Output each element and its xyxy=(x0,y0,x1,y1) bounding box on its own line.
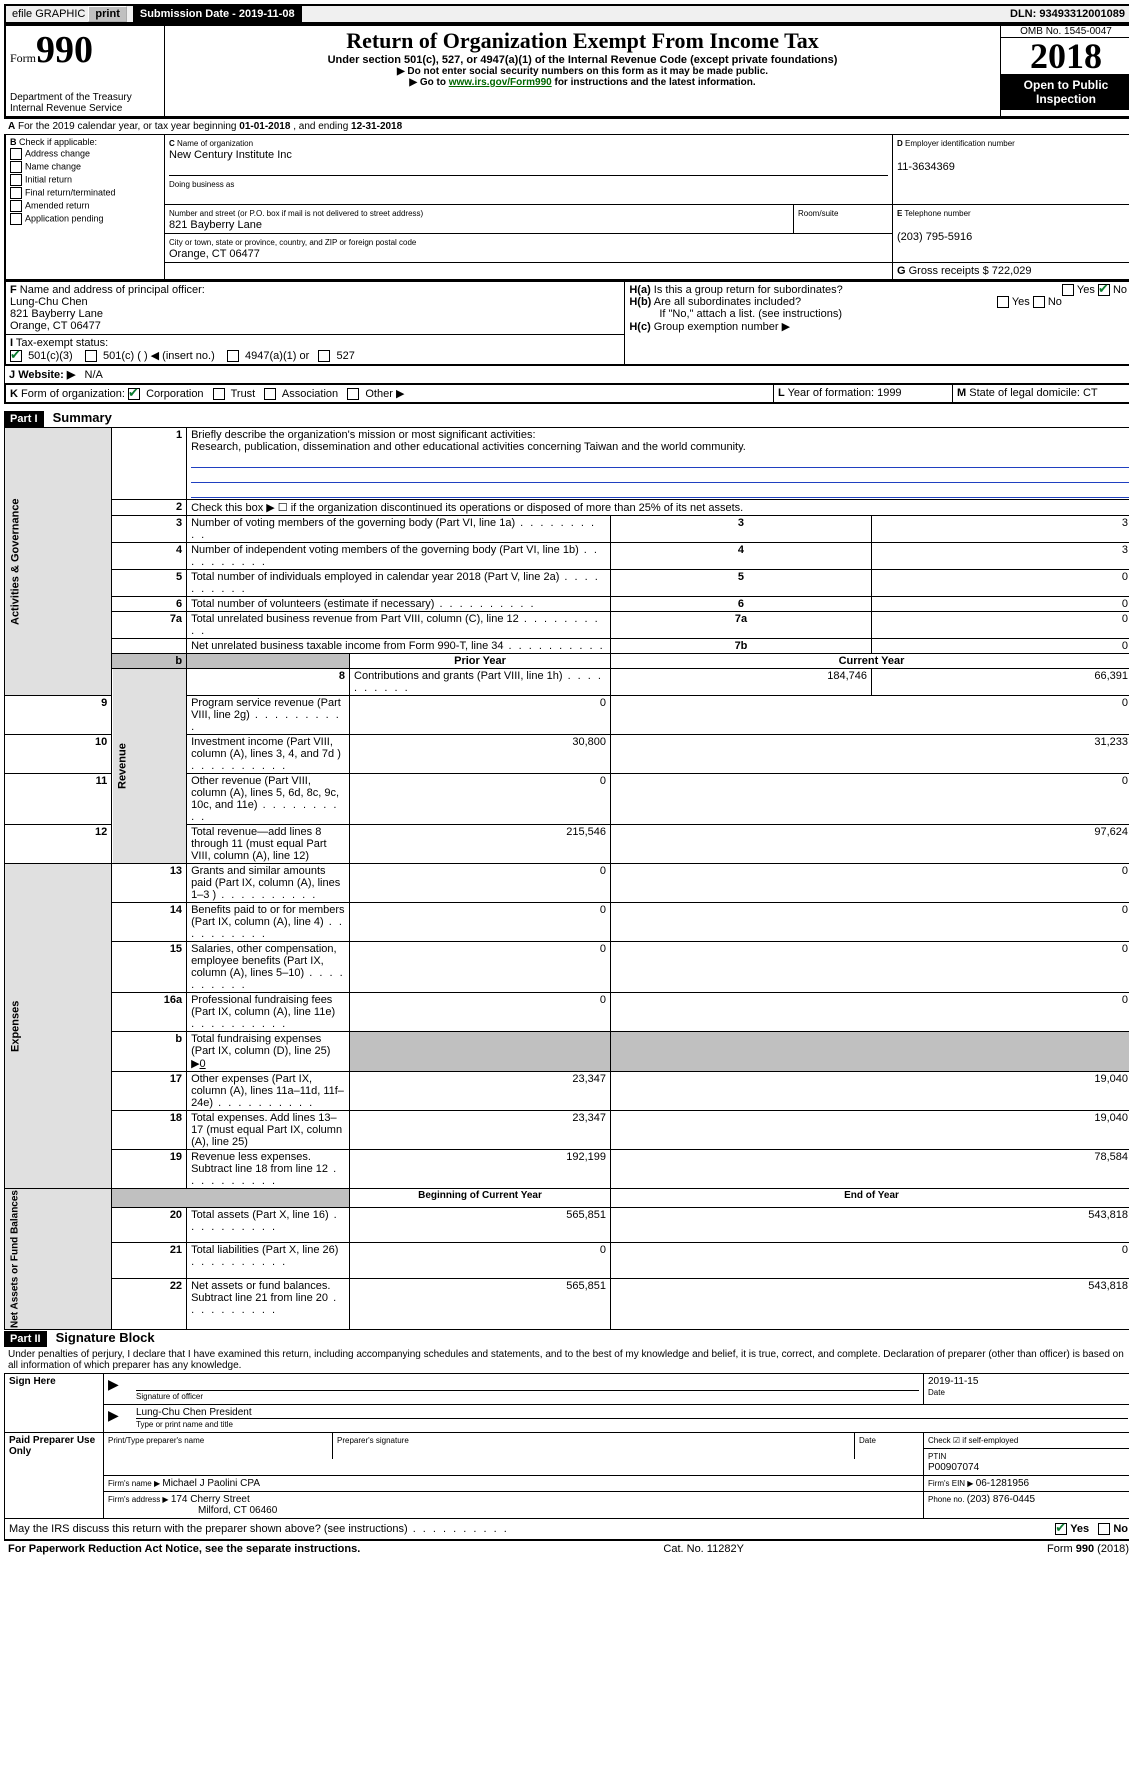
block-c-city: City or town, state or province, country… xyxy=(165,234,892,263)
chk-name-change[interactable]: Name change xyxy=(10,161,160,173)
block-d-ein: D Employer identification number 11-3634… xyxy=(893,135,1129,205)
line-2: Check this box ▶ ☐ if the organization d… xyxy=(187,500,1129,516)
part-ii-tag: Part II xyxy=(4,1331,47,1347)
prep-date: Date xyxy=(855,1433,924,1459)
section-governance: Activities & Governance xyxy=(5,428,112,696)
form-subtitle: Under section 501(c), 527, or 4947(a)(1)… xyxy=(169,54,996,66)
block-c-room: Room/suite xyxy=(794,205,893,234)
line-16b: Total fundraising expenses (Part IX, col… xyxy=(187,1032,350,1072)
part-i-table: Activities & Governance 1 Briefly descri… xyxy=(4,427,1129,1330)
paid-preparer-label: Paid Preparer Use Only xyxy=(5,1433,104,1519)
block-k-form-org: K Form of organization: Corporation Trus… xyxy=(5,385,774,404)
chk-corporation[interactable] xyxy=(128,388,140,400)
block-e-phone: E Telephone number (203) 795-5916 xyxy=(893,205,1129,263)
form-title: Return of Organization Exempt From Incom… xyxy=(169,28,996,54)
val-4: 3 xyxy=(871,543,1129,570)
val-7a: 0 xyxy=(871,612,1129,639)
part-i-tag: Part I xyxy=(4,411,44,427)
prep-sig: Preparer's signature xyxy=(333,1433,855,1459)
part-i-title: Summary xyxy=(53,410,112,425)
chk-discuss-no[interactable] xyxy=(1098,1523,1110,1535)
val-6: 0 xyxy=(871,597,1129,612)
section-net-assets: Net Assets or Fund Balances xyxy=(5,1189,112,1330)
val-7b: 0 xyxy=(871,639,1129,654)
val-5: 0 xyxy=(871,570,1129,597)
chk-app-pending[interactable]: Application pending xyxy=(10,213,160,225)
dln: DLN: 93493312001089 xyxy=(1004,6,1129,22)
instr-ssn: ▶ Do not enter social security numbers o… xyxy=(169,66,996,77)
col-prior-year: Prior Year xyxy=(350,654,611,669)
prep-name: Print/Type preparer's name xyxy=(104,1433,333,1459)
tax-year: 2018 xyxy=(1001,38,1129,74)
submission-date: Submission Date - 2019-11-08 xyxy=(134,6,302,22)
block-i-tax-status: I Tax-exempt status: 501(c)(3) 501(c) ( … xyxy=(5,335,625,366)
block-l-year: L Year of formation: 1999 xyxy=(774,385,953,404)
sign-here-label: Sign Here xyxy=(5,1374,104,1433)
firm-name: Firm's name ▶ Michael J Paolini CPA xyxy=(104,1476,924,1492)
efile-label: efile GRAPHIC print xyxy=(6,6,134,22)
firm-ein: Firm's EIN ▶ 06-1281956 xyxy=(924,1476,1129,1492)
block-f-officer: F Name and address of principal officer:… xyxy=(5,282,625,335)
top-toolbar: efile GRAPHIC print Submission Date - 20… xyxy=(4,4,1129,24)
block-h: H(a) Is this a group return for subordin… xyxy=(625,282,1129,366)
irs-link[interactable]: www.irs.gov/Form990 xyxy=(449,77,552,88)
officer-name: Lung-Chu Chen President xyxy=(136,1407,252,1418)
perjury-text: Under penalties of perjury, I declare th… xyxy=(4,1347,1129,1373)
ptin-value: P00907074 xyxy=(928,1462,979,1473)
instr-goto: ▶ Go to www.irs.gov/Form990 for instruct… xyxy=(169,77,996,88)
footer: For Paperwork Reduction Act Notice, see … xyxy=(4,1540,1129,1557)
part-ii-title: Signature Block xyxy=(56,1330,155,1345)
firm-address: Firm's address ▶ 174 Cherry Street Milfo… xyxy=(104,1492,924,1519)
form-header: Form990 Department of the Treasury Inter… xyxy=(4,24,1129,118)
section-revenue: Revenue xyxy=(112,669,187,864)
chk-final-return[interactable]: Final return/terminated xyxy=(10,187,160,199)
block-c-street: Number and street (or P.O. box if mail i… xyxy=(165,205,794,234)
firm-phone: Phone no. (203) 876-0445 xyxy=(924,1492,1129,1519)
chk-discuss-yes[interactable] xyxy=(1055,1523,1067,1535)
arrow-icon: ▶ xyxy=(108,1376,119,1392)
mission-text: Research, publication, dissemination and… xyxy=(191,441,746,453)
chk-501c3[interactable] xyxy=(10,350,22,362)
block-b-checkboxes: B Check if applicable: Address change Na… xyxy=(5,135,165,281)
chk-ha-no[interactable] xyxy=(1098,284,1110,296)
discuss-row: May the IRS discuss this return with the… xyxy=(4,1519,1129,1540)
print-button[interactable]: print xyxy=(88,6,126,22)
self-employed: Check ☑ if self-employed xyxy=(924,1433,1129,1449)
chk-initial-return[interactable]: Initial return xyxy=(10,174,160,186)
sig-date: 2019-11-15 xyxy=(928,1376,978,1387)
dept-treasury: Department of the Treasury Internal Reve… xyxy=(10,92,160,114)
form-number: Form990 xyxy=(10,28,160,72)
col-current-year: Current Year xyxy=(611,654,1129,669)
block-g-gross: G Gross receipts $ 722,029 xyxy=(893,263,1129,281)
section-expenses: Expenses xyxy=(5,864,112,1189)
chk-amended[interactable]: Amended return xyxy=(10,200,160,212)
block-c-name: C Name of organization New Century Insti… xyxy=(165,135,893,205)
val-3: 3 xyxy=(871,516,1129,543)
open-public-badge: Open to Public Inspection xyxy=(1001,74,1129,110)
chk-address-change[interactable]: Address change xyxy=(10,148,160,160)
signature-table: Sign Here ▶ Signature of officer 2019-11… xyxy=(4,1373,1129,1519)
block-j-website: J Website: ▶ N/A xyxy=(4,366,1129,384)
line-a-tax-year: A For the 2019 calendar year, or tax yea… xyxy=(4,118,1129,134)
block-m-state: M State of legal domicile: CT xyxy=(953,385,1129,404)
